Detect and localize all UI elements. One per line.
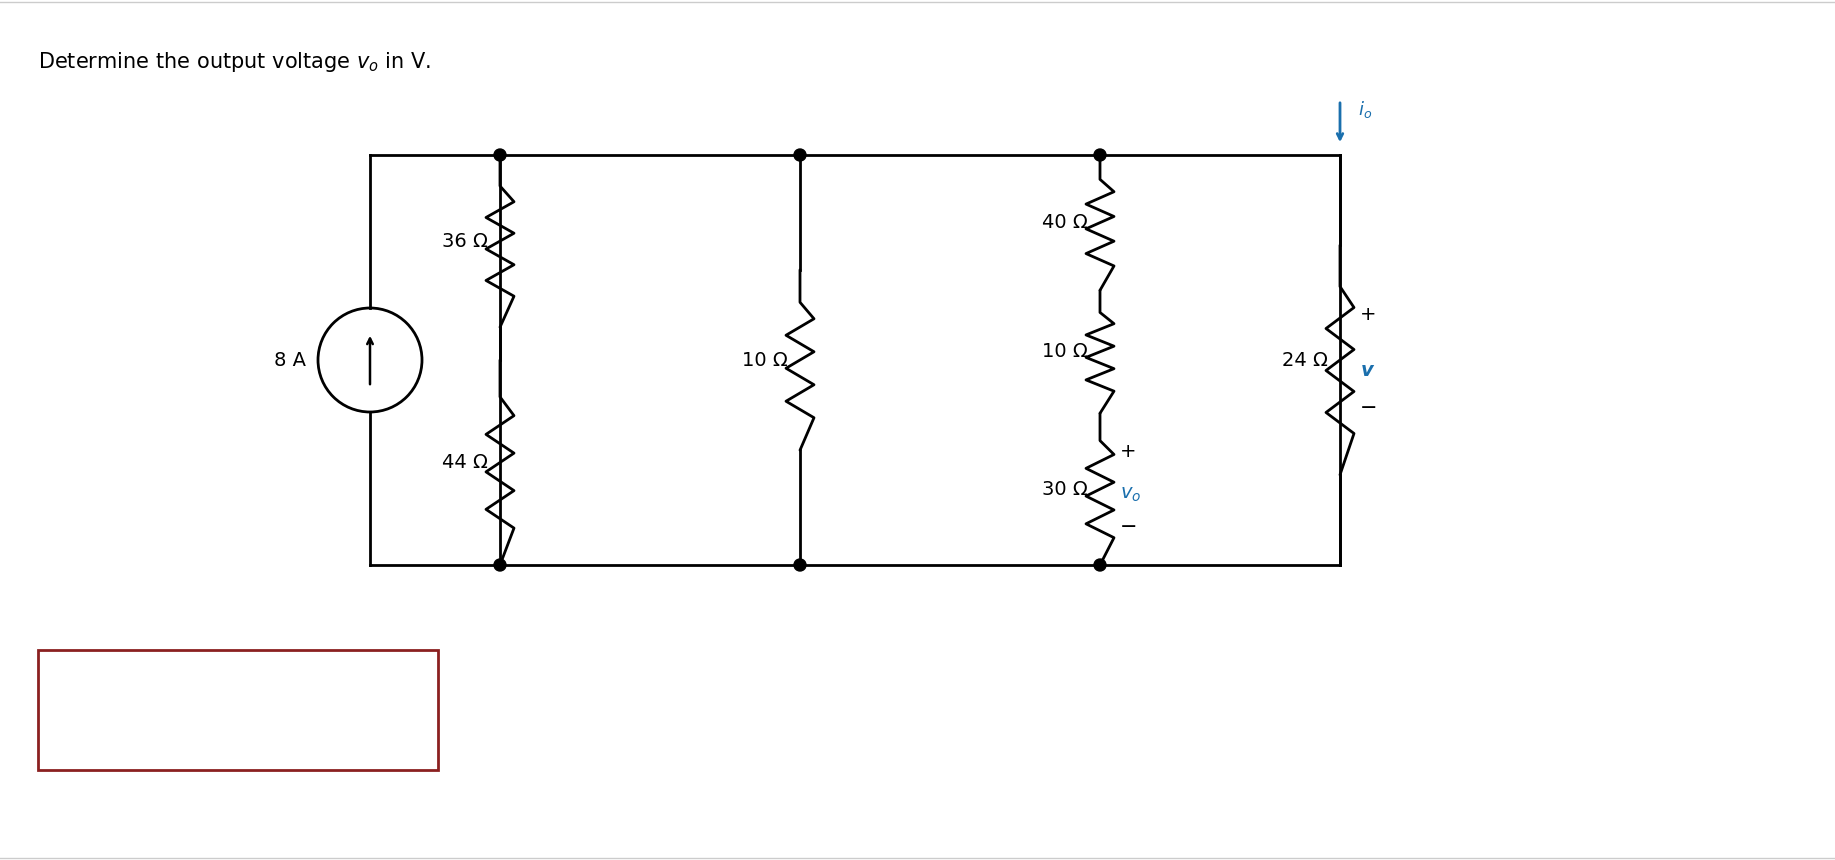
Text: $v_o$: $v_o$ (1119, 485, 1141, 504)
Text: Determine the output voltage $v_o$ in V.: Determine the output voltage $v_o$ in V. (39, 50, 431, 74)
Text: 36 Ω: 36 Ω (442, 231, 488, 250)
Circle shape (1094, 559, 1107, 571)
Text: 24 Ω: 24 Ω (1283, 351, 1329, 370)
Text: 30 Ω: 30 Ω (1042, 480, 1088, 499)
Text: −: − (1360, 398, 1378, 418)
Text: 10 Ω: 10 Ω (1042, 342, 1088, 361)
Text: $i_o$: $i_o$ (1358, 100, 1373, 120)
Text: +: + (1360, 305, 1376, 324)
Circle shape (494, 559, 506, 571)
Text: 10 Ω: 10 Ω (741, 351, 787, 370)
Text: 8 A: 8 A (273, 351, 306, 370)
Circle shape (494, 149, 506, 161)
Text: −: − (1119, 517, 1138, 538)
Text: 40 Ω: 40 Ω (1042, 213, 1088, 232)
Text: +: + (1119, 442, 1136, 461)
Circle shape (795, 149, 806, 161)
Circle shape (1094, 149, 1107, 161)
Circle shape (795, 559, 806, 571)
Text: 44 Ω: 44 Ω (442, 453, 488, 472)
FancyBboxPatch shape (39, 650, 439, 770)
Text: $\boldsymbol{v}$: $\boldsymbol{v}$ (1360, 360, 1374, 379)
